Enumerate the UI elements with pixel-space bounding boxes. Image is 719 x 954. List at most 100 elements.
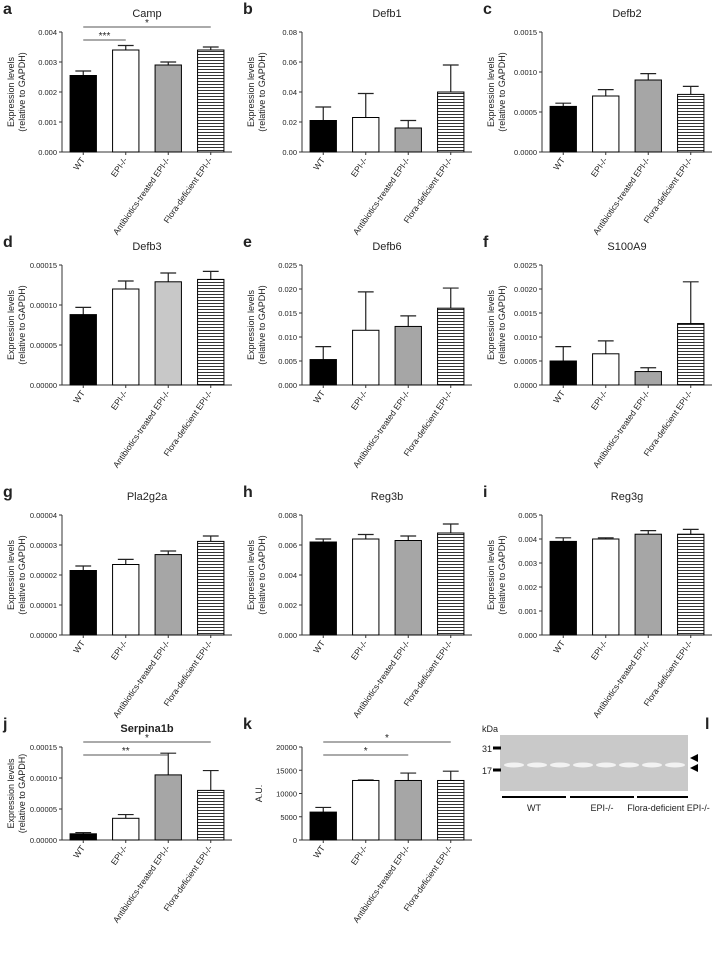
y-tick-label: 0.0010 — [514, 68, 537, 77]
lane-label: EPI-/- — [590, 803, 613, 813]
panel-letter: c — [483, 1, 492, 18]
x-tick-label: Flora-deficient EPI-/- — [401, 155, 454, 225]
bar — [592, 538, 620, 636]
blot-band — [550, 762, 570, 768]
lane-label: WT — [527, 803, 541, 813]
chart-title: Defb3 — [132, 241, 161, 253]
y-axis-label: Expression levels — [6, 289, 16, 360]
y-tick-label: 0.010 — [278, 333, 297, 342]
bar — [677, 93, 705, 153]
chart-title: Defb2 — [612, 8, 641, 20]
x-tick-label: EPI-/- — [589, 388, 610, 412]
y-tick-label: 0.025 — [278, 261, 297, 270]
y-axis-label: (relative to GAPDH) — [497, 52, 507, 132]
bar — [592, 353, 620, 386]
significance-label: *** — [99, 31, 111, 42]
bar — [352, 329, 380, 386]
bar — [69, 314, 97, 386]
y-axis-label: Expression levels — [246, 539, 256, 610]
bar — [112, 817, 140, 841]
bar — [197, 278, 225, 386]
chart-title: Reg3g — [611, 491, 643, 503]
panel-letter: h — [243, 484, 253, 501]
x-tick-label: EPI-/- — [349, 388, 370, 412]
x-tick-label: EPI-/- — [109, 155, 130, 179]
bar — [309, 120, 337, 153]
bar — [69, 833, 97, 841]
bar — [549, 105, 577, 153]
x-tick-label: Flora-deficient EPI-/- — [161, 388, 214, 458]
blot-unit: kDa — [482, 724, 498, 734]
x-tick-label: WT — [71, 638, 87, 655]
y-tick-label: 0.0010 — [514, 333, 537, 342]
bar — [437, 307, 465, 386]
y-tick-label: 0.02 — [282, 118, 297, 127]
bar — [437, 779, 465, 841]
x-tick-label: EPI-/- — [349, 155, 370, 179]
significance-label: * — [145, 733, 149, 744]
y-tick-label: 0.00005 — [30, 805, 57, 814]
bar — [437, 532, 465, 636]
x-tick-label: WT — [311, 638, 327, 655]
y-axis-label: (relative to GAPDH) — [257, 52, 267, 132]
y-tick-label: 0.00001 — [30, 601, 57, 610]
bar — [592, 95, 620, 153]
significance-label: * — [385, 733, 389, 744]
blot-band — [619, 762, 639, 768]
y-tick-label: 0.04 — [282, 88, 297, 97]
bar — [197, 789, 225, 841]
panel-letter: l — [705, 716, 709, 733]
y-tick-label: 0.005 — [278, 357, 297, 366]
bar — [549, 360, 577, 386]
marker-label: 17 — [482, 766, 492, 776]
x-tick-label: EPI-/- — [109, 638, 130, 662]
chart-title: Defb6 — [372, 241, 401, 253]
y-tick-label: 20000 — [276, 743, 297, 752]
significance-label: * — [145, 18, 149, 29]
y-tick-label: 0.00 — [282, 148, 297, 157]
y-tick-label: 0.020 — [278, 285, 297, 294]
bar — [197, 49, 225, 153]
y-tick-label: 0.0020 — [514, 285, 537, 294]
y-axis-label: (relative to GAPDH) — [257, 285, 267, 365]
y-tick-label: 0.0005 — [514, 108, 537, 117]
y-tick-label: 0.004 — [518, 535, 537, 544]
bar — [394, 325, 422, 386]
bar — [634, 533, 662, 636]
y-tick-label: 0.004 — [278, 571, 297, 580]
bar — [394, 127, 422, 153]
y-axis-label: Expression levels — [486, 539, 496, 610]
y-tick-label: 0.00000 — [30, 836, 57, 845]
marker-label: 31 — [482, 744, 492, 754]
bar — [352, 117, 380, 153]
bar — [549, 540, 577, 636]
bar — [197, 540, 225, 636]
bar — [69, 570, 97, 636]
bar — [677, 533, 705, 636]
y-tick-label: 0.00010 — [30, 301, 57, 310]
panel-letter: i — [483, 484, 487, 501]
panel-letter: k — [243, 716, 252, 733]
x-tick-label: Flora-deficient EPI-/- — [161, 843, 214, 913]
bar — [112, 49, 140, 153]
y-tick-label: 10000 — [276, 790, 297, 799]
chart-title: Reg3b — [371, 491, 403, 503]
y-tick-label: 0 — [293, 836, 297, 845]
blot-band — [596, 762, 616, 768]
bar — [309, 359, 337, 386]
x-tick-label: WT — [311, 843, 327, 860]
y-axis-label: Expression levels — [486, 289, 496, 360]
y-axis-label: Expression levels — [6, 758, 16, 829]
x-tick-label: Flora-deficient EPI-/- — [401, 843, 454, 913]
y-tick-label: 0.015 — [278, 309, 297, 318]
y-axis-label: (relative to GAPDH) — [17, 285, 27, 365]
chart-title: Camp — [132, 8, 161, 20]
y-axis-label: Expression levels — [6, 56, 16, 127]
bar — [394, 540, 422, 636]
y-tick-label: 0.005 — [518, 511, 537, 520]
y-tick-label: 0.000 — [518, 631, 537, 640]
x-tick-label: WT — [71, 388, 87, 405]
x-tick-label: WT — [71, 843, 87, 860]
x-tick-label: WT — [311, 155, 327, 172]
